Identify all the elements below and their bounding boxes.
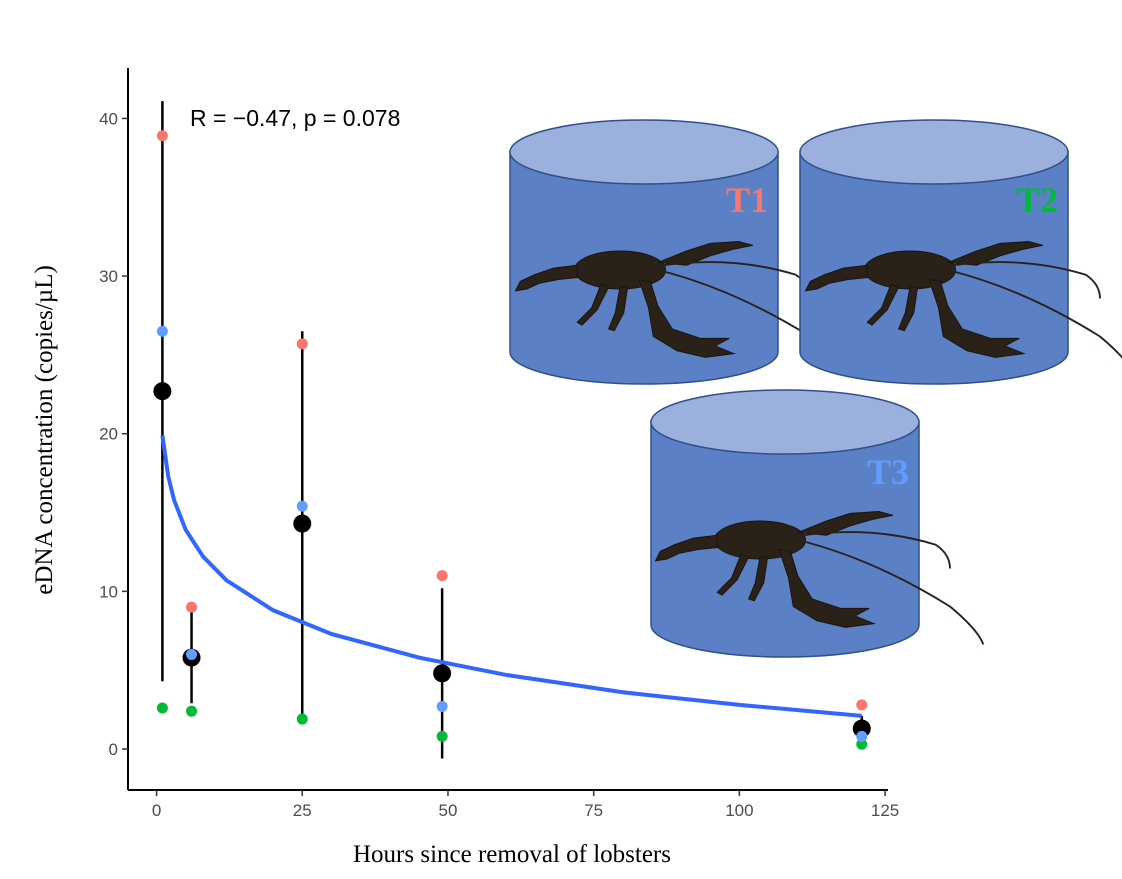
point [856,699,867,710]
point [297,714,308,725]
point [856,731,867,742]
y-tick-label: 20 [99,425,118,444]
x-tick-label: 50 [439,801,458,820]
x-tick-label: 25 [293,801,312,820]
x-tick-label: 0 [152,801,161,820]
x-tick-label: 100 [725,801,753,820]
point [186,706,197,717]
tank-t3 [651,390,983,657]
annotation: R = −0.47, p = 0.078 [190,105,400,131]
tank-label: T3 [867,452,909,492]
mean-point [433,664,451,682]
point [157,703,168,714]
mean-point [153,382,171,400]
mean-point [293,515,311,533]
point [437,731,448,742]
y-axis-title: eDNA concentration (copies/µL) [31,265,58,595]
x-tick-label: 75 [584,801,603,820]
y-tick-label: 0 [109,740,118,759]
tank-label: T2 [1016,180,1058,220]
point [437,570,448,581]
point [297,501,308,512]
point [437,701,448,712]
y-tick-label: 30 [99,267,118,286]
y-tick-label: 10 [99,582,118,601]
x-tick-label: 125 [871,801,899,820]
point [157,130,168,141]
y-tick-label: 40 [99,109,118,128]
point [186,649,197,660]
point [297,338,308,349]
x-axis-title: Hours since removal of lobsters [353,841,671,868]
tank-t1 [510,120,843,384]
point [186,602,197,613]
tank-label: T1 [726,180,768,220]
chart: T1 T2 T3 R = −0.47, p = 0.078 Hours sinc… [0,0,1122,879]
tank-t2 [800,120,1122,384]
point [157,326,168,337]
